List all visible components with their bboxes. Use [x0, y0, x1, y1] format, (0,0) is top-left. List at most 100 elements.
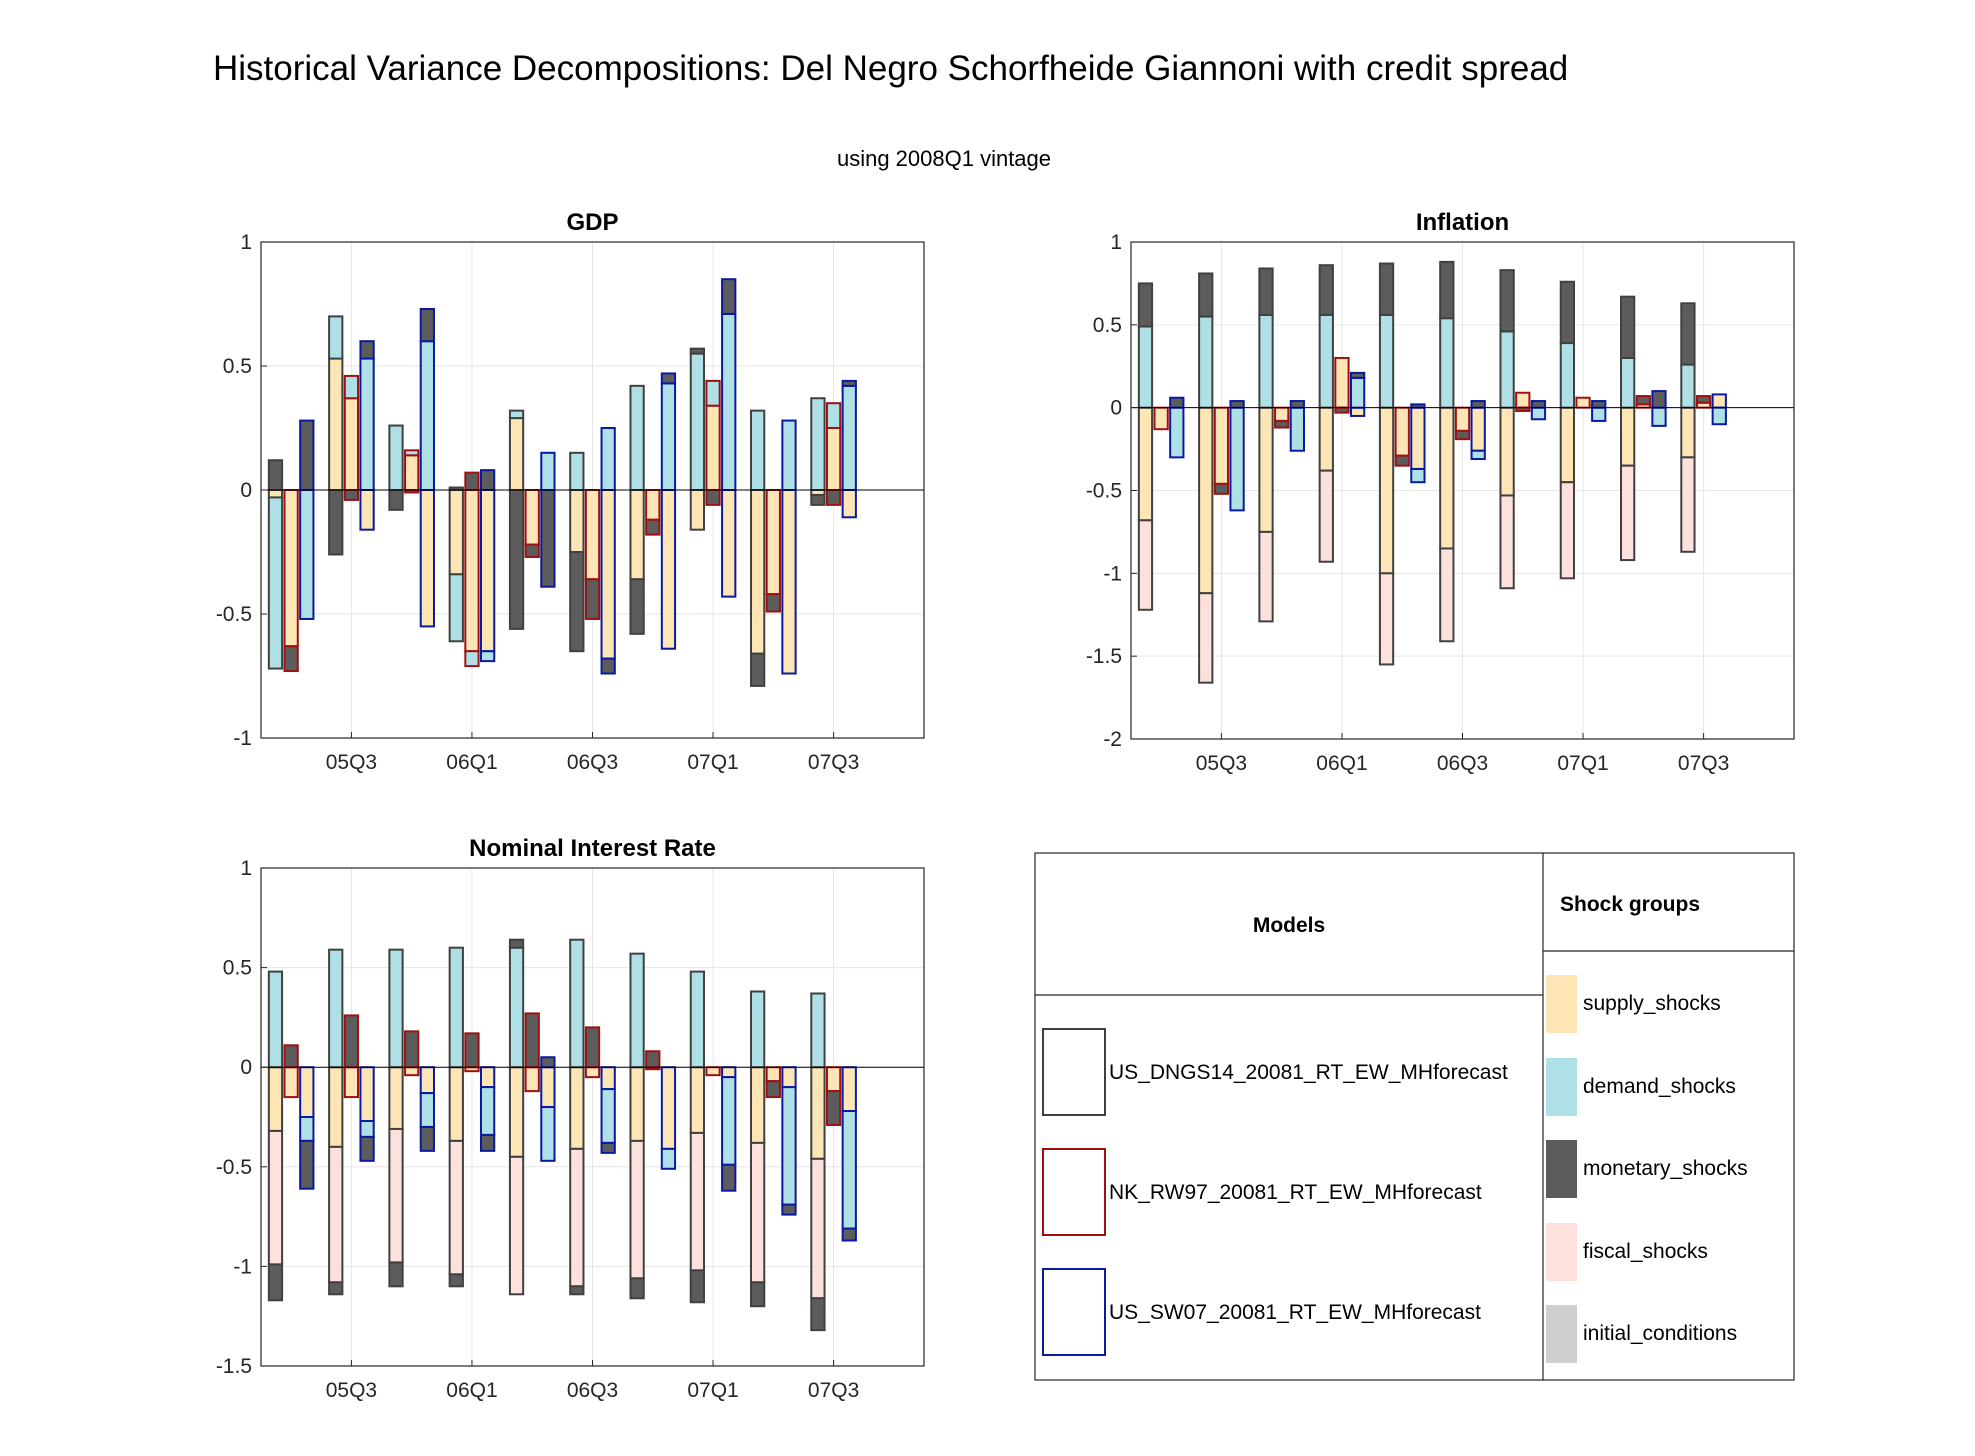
bar-supply-shocks	[343, 397, 360, 491]
y-tick-label: -1	[233, 727, 252, 750]
bar-monetary-shocks	[283, 645, 299, 673]
bar-monetary-shocks	[299, 1139, 315, 1190]
bar-monetary-shocks	[1695, 395, 1712, 404]
bar-monetary-shocks	[825, 1090, 842, 1126]
chart-title: Inflation	[1416, 209, 1509, 236]
x-tick-label: 07Q1	[687, 751, 738, 774]
bar-fiscal-shocks	[810, 1157, 826, 1300]
bar-demand-shocks	[810, 397, 826, 491]
bar-fiscal-shocks	[750, 1141, 766, 1284]
bar-supply-shocks	[660, 1066, 677, 1150]
bar-supply-shocks	[1680, 406, 1696, 459]
bar-monetary-shocks	[645, 518, 661, 536]
y-tick-label: 0.5	[1093, 314, 1122, 337]
legend-shock-label: initial_conditions	[1583, 1322, 1737, 1345]
y-tick-label: 1	[1110, 231, 1122, 254]
bar-demand-shocks	[540, 1106, 556, 1162]
bar-monetary-shocks	[569, 551, 585, 653]
bar-supply-shocks	[584, 1066, 601, 1079]
bar-monetary-shocks	[283, 1044, 299, 1069]
bar-demand-shocks	[569, 451, 585, 491]
bar-demand-shocks	[464, 650, 480, 668]
bar-fiscal-shocks	[448, 1139, 464, 1276]
bar-supply-shocks	[448, 1066, 464, 1142]
bar-monetary-shocks	[750, 652, 766, 687]
bar-supply-shocks	[569, 1066, 585, 1150]
y-tick-label: -1.5	[216, 1355, 252, 1378]
legend-model-label: US_SW07_20081_RT_EW_MHforecast	[1109, 1301, 1481, 1324]
bar-monetary-shocks	[1378, 262, 1395, 316]
bar-monetary-shocks	[705, 489, 721, 506]
bar-monetary-shocks	[1289, 400, 1305, 409]
legend-model-swatch	[1042, 1268, 1106, 1356]
legend-shock-header: Shock groups	[1560, 893, 1700, 916]
bar-supply-shocks	[689, 489, 706, 531]
bar-demand-shocks	[810, 992, 826, 1069]
bar-monetary-shocks	[388, 489, 404, 511]
bar-supply-shocks	[1258, 406, 1274, 533]
x-tick-label: 06Q1	[446, 1379, 497, 1402]
bar-monetary-shocks	[810, 1297, 826, 1332]
bar-monetary-shocks	[328, 1281, 344, 1296]
bar-supply-shocks	[1349, 406, 1366, 417]
bar-supply-shocks	[1198, 406, 1214, 595]
y-tick-label: 0	[1110, 397, 1122, 420]
bar-demand-shocks	[267, 496, 284, 670]
bar-monetary-shocks	[750, 1281, 766, 1308]
legend-shock-swatch	[1546, 1305, 1577, 1363]
bar-demand-shocks	[781, 1086, 797, 1206]
bar-demand-shocks	[419, 1092, 435, 1128]
bar-supply-shocks	[524, 489, 540, 546]
bar-fiscal-shocks	[1439, 547, 1455, 643]
bar-monetary-shocks	[1591, 400, 1607, 409]
bar-fiscal-shocks	[328, 1145, 344, 1284]
bar-demand-shocks	[1229, 406, 1245, 512]
y-tick-label: -1	[233, 1255, 252, 1278]
bar-monetary-shocks	[660, 372, 677, 385]
bar-supply-shocks	[508, 417, 525, 491]
y-tick-label: -1.5	[1086, 645, 1122, 668]
bar-supply-shocks	[645, 489, 661, 521]
bar-monetary-shocks	[765, 1080, 781, 1099]
bar-fiscal-shocks	[1378, 572, 1395, 666]
bar-monetary-shocks	[1169, 396, 1185, 409]
bar-monetary-shocks	[1349, 371, 1366, 379]
bar-demand-shocks	[1530, 406, 1547, 421]
bar-supply-shocks	[1575, 396, 1591, 409]
bar-demand-shocks	[479, 1086, 496, 1136]
x-tick-label: 05Q3	[326, 1379, 377, 1402]
bar-monetary-shocks	[600, 1141, 616, 1154]
bar-monetary-shocks	[1651, 390, 1667, 409]
bar-monetary-shocks	[540, 489, 556, 588]
x-tick-label: 06Q1	[446, 751, 497, 774]
bar-demand-shocks	[781, 419, 797, 491]
bar-fiscal-shocks	[569, 1147, 585, 1288]
bar-fiscal-shocks	[1258, 530, 1274, 623]
bar-fiscal-shocks	[689, 1131, 706, 1272]
bar-demand-shocks	[1169, 406, 1185, 459]
bar-supply-shocks	[1454, 406, 1471, 432]
bar-monetary-shocks	[689, 1269, 706, 1304]
bar-monetary-shocks	[1499, 269, 1515, 333]
bar-supply-shocks	[750, 489, 766, 655]
bar-demand-shocks	[689, 970, 706, 1069]
bar-monetary-shocks	[1137, 282, 1154, 328]
bar-fiscal-shocks	[1318, 469, 1334, 563]
chart-title: GDP	[566, 209, 618, 236]
bar-monetary-shocks	[343, 489, 360, 501]
legend-shock-label: monetary_shocks	[1583, 1157, 1748, 1180]
bar-demand-shocks	[1410, 467, 1426, 484]
x-tick-label: 07Q3	[808, 751, 859, 774]
bar-supply-shocks	[1213, 406, 1230, 485]
y-tick-label: -0.5	[216, 1156, 252, 1179]
bar-demand-shocks	[1591, 406, 1607, 422]
bar-supply-shocks	[283, 1066, 299, 1099]
bar-monetary-shocks	[267, 459, 284, 491]
bar-supply-shocks	[328, 357, 344, 491]
bar-demand-shocks	[267, 970, 284, 1069]
bar-monetary-shocks	[404, 1030, 420, 1069]
bar-monetary-shocks	[1454, 429, 1471, 441]
bar-monetary-shocks	[569, 1285, 585, 1296]
bar-supply-shocks	[359, 1066, 375, 1122]
legend-shock-swatch	[1546, 1058, 1577, 1116]
